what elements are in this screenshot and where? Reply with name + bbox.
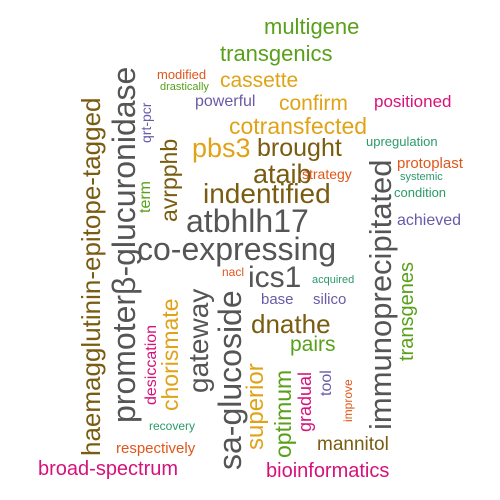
word-pairs: pairs xyxy=(290,333,336,356)
word-brought: brought xyxy=(257,134,342,162)
word-pbs3: pbs3 xyxy=(192,133,251,163)
word-gateway: gateway xyxy=(183,288,214,393)
word-dnathe: dnathe xyxy=(251,309,331,339)
word-upregulation: upregulation xyxy=(366,134,438,149)
word-silico: silico xyxy=(313,291,347,308)
word-tool: tool xyxy=(318,370,335,396)
word-cotransfected: cotransfected xyxy=(229,113,368,139)
word-atbhlh17: atbhlh17 xyxy=(186,203,309,239)
word-promoter-glucuronidase: promoterβ-glucuronidase xyxy=(106,66,142,423)
word-haemagglutinin-epitope-tagged: haemagglutinin-epitope-tagged xyxy=(76,97,106,457)
word-recovery: recovery xyxy=(149,419,196,433)
word-condition: condition xyxy=(394,185,447,200)
word-transgenes: transgenes xyxy=(396,262,418,361)
word-term: term xyxy=(137,181,154,213)
word-respectively: respectively xyxy=(116,440,196,457)
word-improve: improve xyxy=(341,379,355,422)
word-indentified: indentified xyxy=(203,178,331,209)
word-co-expressing: co-expressing xyxy=(137,231,337,267)
word-nacl: nacl xyxy=(222,265,245,279)
word-systemic: systemic xyxy=(400,171,443,183)
word-ics1: ics1 xyxy=(248,261,302,294)
word-gradual: gradual xyxy=(295,371,315,432)
word-acquired: acquired xyxy=(312,274,355,286)
word-bioinformatics: bioinformatics xyxy=(266,460,390,482)
word-cassette: cassette xyxy=(220,69,299,92)
word-superior: superior xyxy=(242,363,269,450)
word-broad-spectrum: broad-spectrum xyxy=(38,458,179,480)
word-achieved: achieved xyxy=(397,212,462,229)
word-powerful: powerful xyxy=(195,93,256,110)
word-drastically: drastically xyxy=(160,81,209,93)
word-modified: modified xyxy=(157,67,207,82)
word-confirm: confirm xyxy=(279,92,348,115)
word-transgenics: transgenics xyxy=(220,41,333,66)
word-chorismate: chorismate xyxy=(157,298,183,411)
word-strategy: strategy xyxy=(302,166,352,182)
word-positioned: positioned xyxy=(374,92,452,111)
word-ataib: ataib xyxy=(253,159,312,189)
word-avrpphb: avrpphb xyxy=(156,138,182,222)
word-base: base xyxy=(261,291,294,308)
word-mannitol: mannitol xyxy=(317,434,389,455)
word-immunoprecipitated: immunoprecipitated xyxy=(363,159,398,430)
word-multigene: multigene xyxy=(264,14,360,39)
word-protoplast: protoplast xyxy=(397,155,463,172)
word-qrt-pcr: qrt-pcr xyxy=(138,102,154,143)
word-optimum: optimum xyxy=(270,369,296,458)
word-desiccation: desiccation xyxy=(143,324,160,405)
